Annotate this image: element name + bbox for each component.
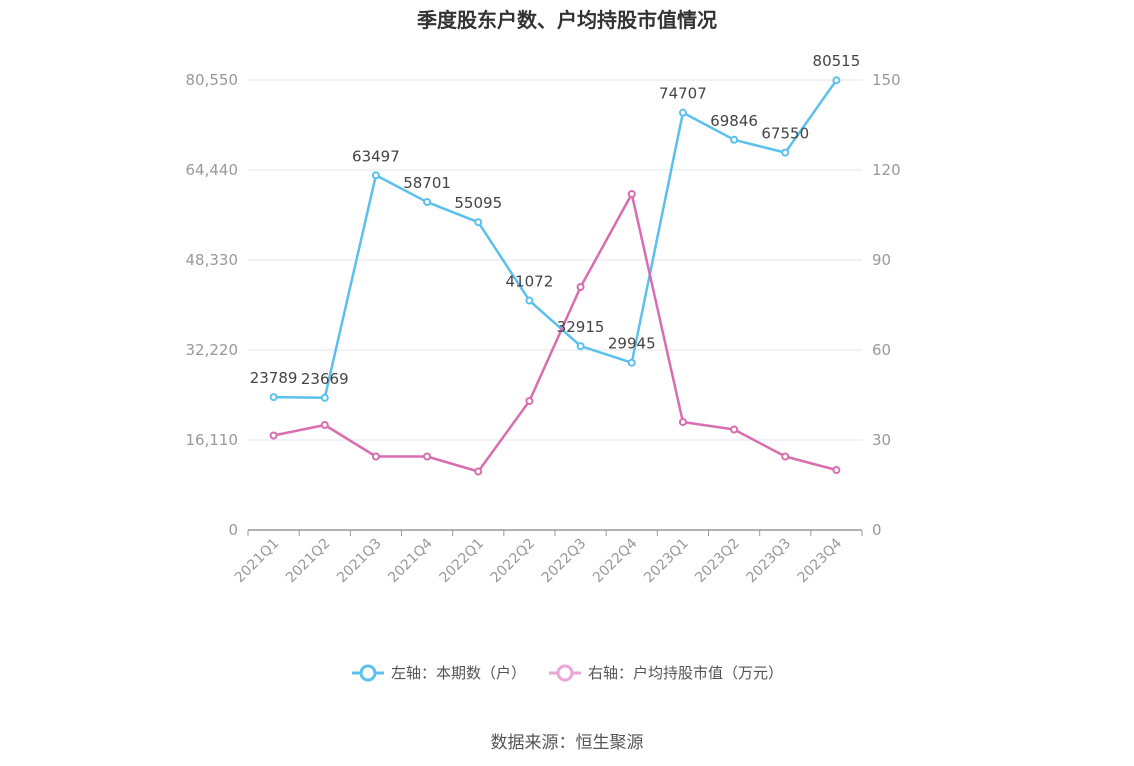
data-point-right[interactable] bbox=[525, 397, 534, 405]
data-point-right[interactable] bbox=[371, 452, 380, 461]
data-point-right[interactable] bbox=[269, 431, 278, 440]
right-axis-tick-label: 90 bbox=[872, 251, 891, 269]
x-axis-tick-label: 2022Q1 bbox=[436, 536, 487, 587]
data-label: 32915 bbox=[557, 318, 605, 336]
data-point-left[interactable] bbox=[678, 108, 687, 117]
series-line-left bbox=[273, 79, 838, 400]
data-label: 41072 bbox=[506, 273, 554, 291]
data-point-right[interactable] bbox=[781, 452, 790, 461]
data-point-right[interactable] bbox=[423, 452, 432, 461]
legend-line-right-icon bbox=[549, 664, 581, 681]
left-axis-tick-label: 80,550 bbox=[186, 71, 239, 89]
data-point-right[interactable] bbox=[474, 467, 483, 476]
chart-title: 季度股东户数、户均持股市值情况 bbox=[417, 8, 717, 32]
data-point-right[interactable] bbox=[678, 418, 687, 426]
data-point-left[interactable] bbox=[423, 198, 432, 207]
left-axis-tick-label: 64,440 bbox=[186, 161, 239, 179]
chart-legend: 左轴：本期数（户） 右轴：户均持股市值（万元） bbox=[0, 662, 1134, 683]
legend-item-left-axis[interactable]: 左轴：本期数（户） bbox=[351, 662, 526, 683]
data-point-left[interactable] bbox=[320, 393, 329, 402]
x-axis-tick-label: 2023Q1 bbox=[641, 536, 692, 587]
left-axis-tick-label: 0 bbox=[228, 521, 238, 539]
data-point-right[interactable] bbox=[320, 421, 329, 429]
right-axis-tick-label: 60 bbox=[872, 341, 891, 359]
data-point-left[interactable] bbox=[832, 76, 841, 85]
right-axis-tick-label: 150 bbox=[872, 71, 901, 89]
data-label: 63497 bbox=[352, 147, 400, 165]
data-label: 55095 bbox=[454, 194, 502, 212]
left-axis-tick-label: 16,110 bbox=[186, 431, 239, 449]
data-point-left[interactable] bbox=[576, 342, 585, 351]
legend-item-right-axis[interactable]: 右轴：户均持股市值（万元） bbox=[548, 662, 783, 683]
data-point-left[interactable] bbox=[627, 358, 636, 367]
right-axis-tick-label: 30 bbox=[872, 431, 891, 449]
data-point-left[interactable] bbox=[269, 393, 278, 402]
x-axis-tick-label: 2023Q4 bbox=[795, 535, 846, 586]
x-axis-tick-label: 2022Q3 bbox=[539, 536, 590, 587]
legend-line-left-icon bbox=[351, 664, 384, 681]
x-axis-tick-label: 2021Q1 bbox=[232, 536, 283, 587]
data-label: 69846 bbox=[710, 112, 758, 130]
right-axis-tick-label: 120 bbox=[872, 161, 901, 179]
data-point-right[interactable] bbox=[576, 283, 585, 291]
data-label: 80515 bbox=[813, 52, 861, 70]
data-label: 23789 bbox=[250, 369, 298, 387]
data-label: 67550 bbox=[761, 125, 809, 143]
x-axis-tick-label: 2022Q4 bbox=[590, 535, 641, 586]
data-point-left[interactable] bbox=[525, 296, 534, 305]
x-axis-tick-label: 2023Q2 bbox=[692, 536, 743, 587]
data-label: 29945 bbox=[608, 335, 656, 353]
left-axis-tick-label: 32,220 bbox=[186, 341, 239, 359]
x-axis-tick-label: 2022Q2 bbox=[488, 536, 539, 587]
series-line-right bbox=[273, 192, 837, 473]
data-source: 数据来源：恒生聚源 bbox=[490, 733, 644, 753]
x-axis-tick-label: 2021Q3 bbox=[334, 536, 385, 587]
x-axis-tick-label: 2023Q3 bbox=[743, 536, 794, 587]
data-point-right[interactable] bbox=[627, 190, 636, 198]
x-axis-tick-label: 2021Q2 bbox=[283, 536, 334, 587]
legend-label-right-axis: 右轴：户均持股市值（万元） bbox=[588, 664, 784, 682]
x-axis-tick-label: 2021Q4 bbox=[385, 535, 436, 586]
data-point-right[interactable] bbox=[832, 466, 841, 474]
data-point-left[interactable] bbox=[781, 148, 790, 157]
right-axis-tick-label: 0 bbox=[872, 521, 882, 539]
data-label: 58701 bbox=[403, 174, 451, 192]
data-point-left[interactable] bbox=[730, 135, 739, 144]
legend-label-left-axis: 左轴：本期数（户） bbox=[390, 664, 526, 682]
data-point-right[interactable] bbox=[730, 425, 739, 434]
data-point-left[interactable] bbox=[371, 171, 380, 180]
data-label: 23669 bbox=[301, 370, 349, 388]
left-axis-tick-label: 48,330 bbox=[186, 251, 239, 269]
data-point-left[interactable] bbox=[474, 218, 483, 227]
data-label: 74707 bbox=[659, 85, 707, 103]
